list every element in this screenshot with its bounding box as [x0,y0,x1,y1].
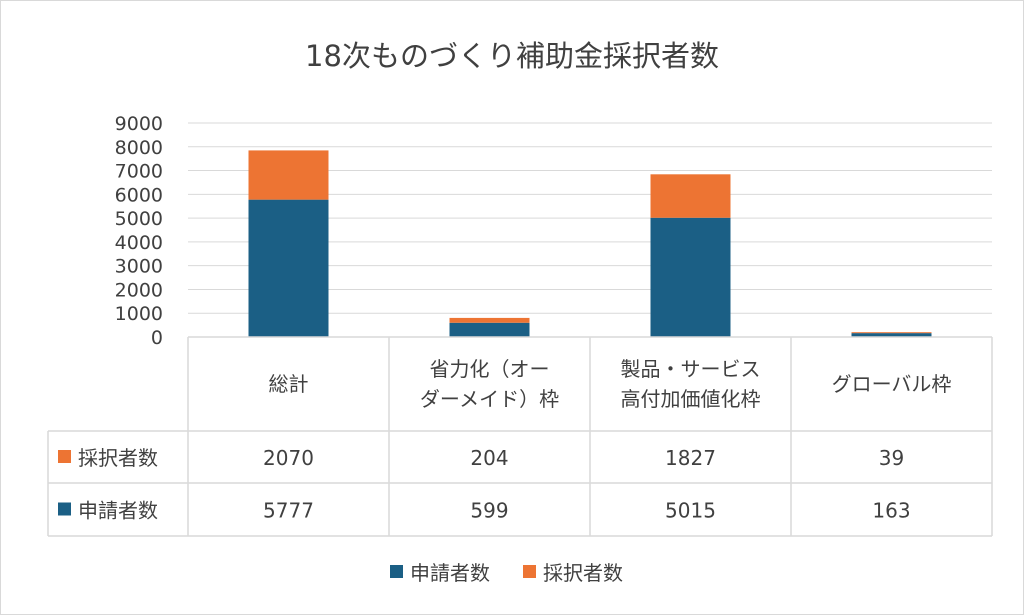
table-cell-value: 5015 [665,499,716,523]
table-cell-value: 5777 [263,499,314,523]
table-cell-value: 1827 [665,446,716,470]
category-label: グローバル枠 [832,372,952,396]
legend-key [523,565,536,578]
legend-label: 申請者数 [410,561,490,585]
y-tick-label: 1000 [115,303,163,325]
y-tick-label: 4000 [115,232,163,254]
category-label: ダーメイド）枠 [420,387,559,411]
category-label: 省力化（オー [430,357,550,381]
y-tick-label: 3000 [115,256,163,278]
bar-segment [650,174,731,218]
table-cell-value: 204 [470,446,508,470]
table-legend-key [58,502,71,516]
table-row-label: 申請者数 [78,499,158,523]
bar-segment [650,217,731,337]
y-tick-label: 6000 [115,184,163,206]
bar-segment [851,332,932,334]
y-tick-label: 7000 [115,161,163,183]
y-tick-label: 5000 [115,208,163,230]
y-tick-label: 2000 [115,279,163,301]
category-label: 製品・サービス [621,357,761,381]
legend-label: 採択者数 [543,561,623,585]
y-tick-label: 9000 [115,113,163,135]
chart-title: 18次ものづくり補助金採択者数 [305,39,719,73]
table-row-label: 採択者数 [78,446,158,470]
table-legend-key [58,450,71,463]
bar-segment [449,322,530,337]
bar-segment [851,333,932,337]
bar-segment [248,150,329,200]
table-cell-value: 163 [872,499,910,523]
table-cell-value: 2070 [263,446,314,470]
category-label: 高付加価値化枠 [621,387,761,411]
bar-segment [248,199,329,337]
y-tick-label: 0 [151,327,163,349]
table-cell-value: 599 [470,499,508,523]
bar-segment [449,317,530,323]
legend-key [390,565,403,578]
table-cell-value: 39 [879,446,904,470]
y-tick-label: 8000 [115,137,163,159]
category-label: 総計 [269,372,309,396]
